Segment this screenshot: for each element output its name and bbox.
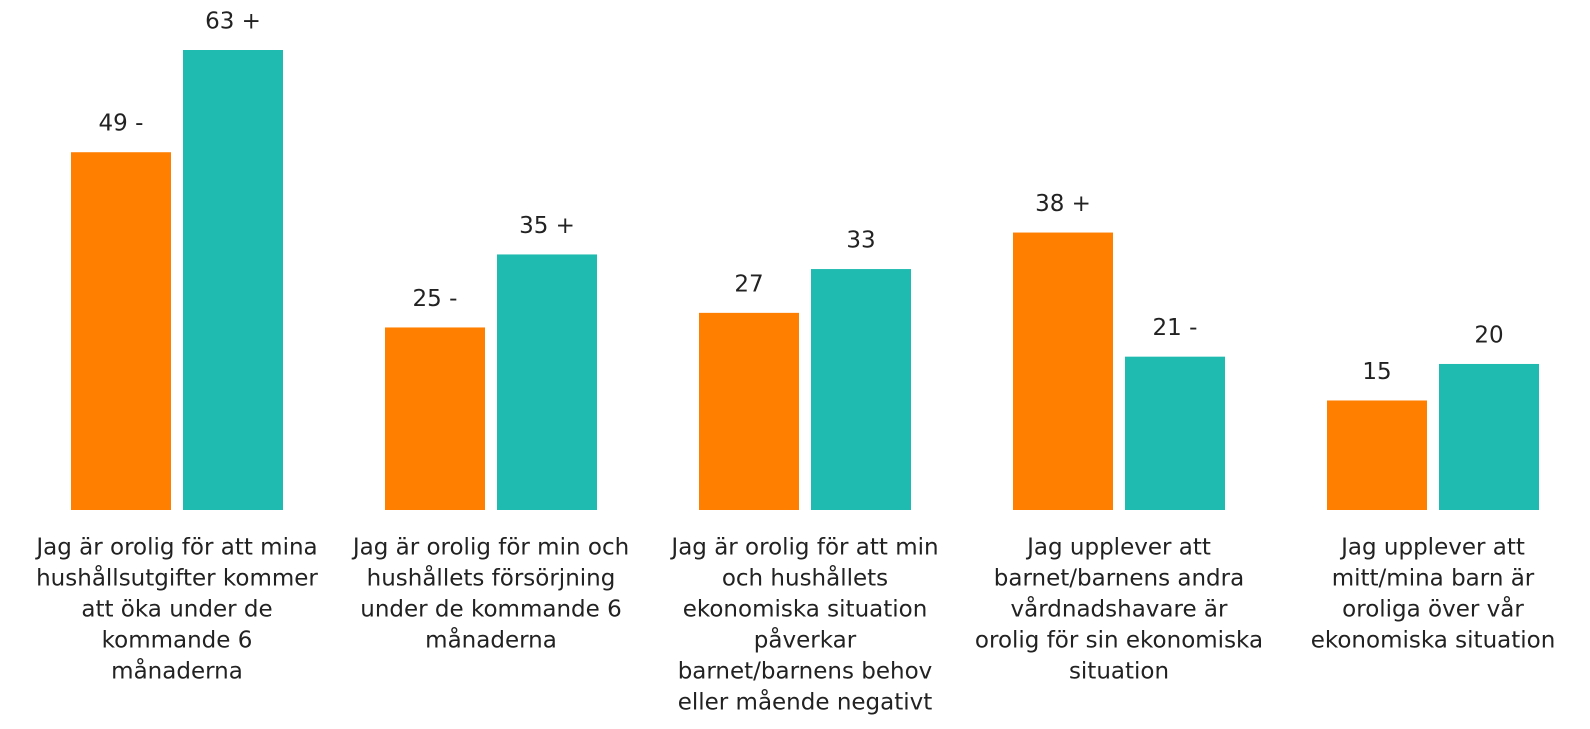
x-tick-label: vårdnadshavare är — [1011, 595, 1228, 623]
x-tick-label: barnet/barnens andra — [994, 566, 1244, 592]
x-tick-label: mitt/mina barn är — [1332, 566, 1535, 592]
bar — [385, 327, 485, 510]
value-label: 27 — [734, 271, 763, 297]
value-label: 25 - — [413, 286, 458, 312]
x-tick-label: Jag är orolig för min och — [351, 535, 629, 561]
bar — [497, 254, 597, 510]
x-tick-label: ekonomiska situation — [683, 597, 928, 623]
x-tick-label: eller mående negativt — [678, 688, 933, 716]
x-tick-label: barnet/barnens behov — [678, 659, 933, 685]
value-label: 33 — [846, 228, 875, 254]
x-tick-label: påverkar — [754, 626, 857, 654]
value-label: 49 - — [99, 111, 144, 137]
x-tick-label: månaderna — [425, 626, 557, 654]
bar — [811, 269, 911, 510]
value-label: 38 + — [1035, 191, 1091, 217]
value-label: 63 + — [205, 9, 261, 35]
x-tick-label: Jag är orolig för att min — [669, 535, 938, 561]
x-tick-label: oroliga över vår — [1342, 595, 1524, 623]
x-tick-label: orolig för sin ekonomiska — [975, 628, 1263, 654]
bar — [1013, 232, 1113, 511]
x-tick-label: Jag upplever att — [1025, 535, 1211, 561]
x-tick-label: att öka under de — [81, 597, 272, 623]
x-tick-label: Jag upplever att — [1339, 535, 1525, 561]
bar — [1439, 363, 1539, 510]
x-tick-label: månaderna — [111, 657, 243, 685]
value-label: 20 — [1474, 322, 1503, 348]
value-label: 21 - — [1153, 315, 1198, 341]
bar — [71, 152, 171, 510]
x-tick-label: kommande 6 — [102, 628, 253, 654]
bar — [183, 50, 283, 510]
x-tick-label: hushållets försörjning — [367, 564, 616, 592]
value-label: 35 + — [519, 213, 575, 239]
bar — [699, 312, 799, 510]
x-tick-label: situation — [1069, 659, 1169, 685]
bar — [1327, 400, 1427, 510]
x-tick-label: hushållsutgifter kommer — [36, 564, 318, 592]
value-label: 15 — [1362, 359, 1391, 385]
x-tick-label: ekonomiska situation — [1311, 628, 1556, 654]
bar — [1125, 356, 1225, 510]
x-tick-label: under de kommande 6 — [360, 597, 621, 623]
x-tick-label: och hushållets — [722, 564, 888, 592]
x-tick-label: Jag är orolig för att mina — [34, 535, 317, 561]
